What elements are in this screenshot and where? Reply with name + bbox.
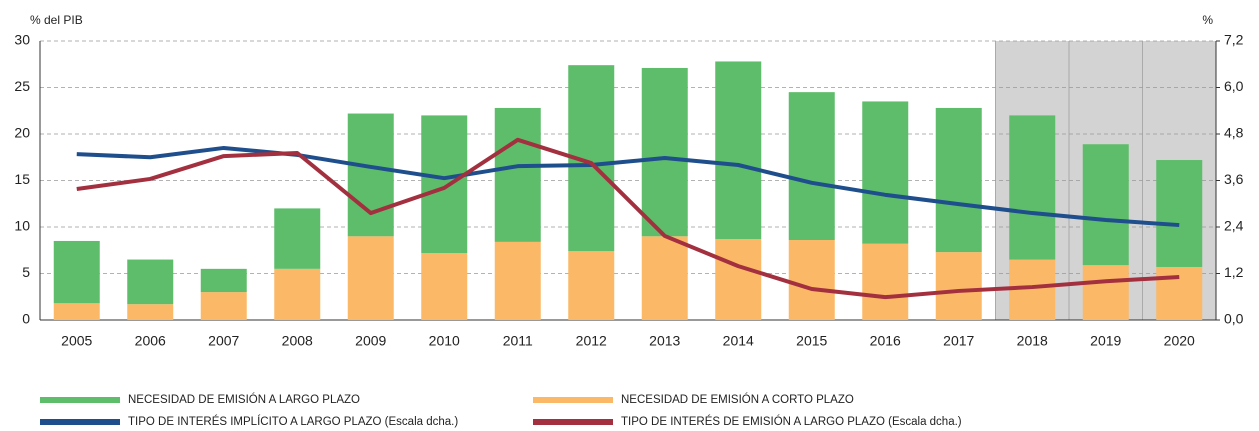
legend-swatch [533,397,613,403]
x-tick-label: 2008 [282,333,313,349]
bar [1082,265,1129,320]
bar [788,92,835,241]
bar [1156,160,1203,267]
legend-label: NECESIDAD DE EMISIÓN A CORTO PLAZO [621,393,854,406]
x-tick-label: 2010 [429,333,460,349]
y-axis-label: % del PIB [30,13,83,27]
bar [347,113,394,237]
x-tick-label: 2007 [208,333,239,349]
y2-tick-label: 4,8 [1224,125,1244,141]
bar [641,236,688,320]
x-tick-label: 2011 [503,333,533,349]
bar [274,208,321,269]
x-tick-label: 2013 [649,333,680,349]
y-tick-label: 0 [22,311,30,327]
y2-tick-label: 0,0 [1224,311,1244,327]
x-tick-label: 2017 [943,333,974,349]
bar [1009,115,1056,260]
y2-tick-label: 1,2 [1224,264,1244,280]
y2-axis-label: % [1202,13,1213,27]
y2-tick-label: 3,6 [1224,171,1244,187]
legend-swatch [533,419,613,425]
x-tick-label: 2012 [576,333,607,349]
y-tick-label: 15 [14,171,30,187]
line [76,137,1180,300]
bar [421,115,468,254]
bar [200,268,247,293]
x-tick-label: 2016 [870,333,901,349]
x-tick-label: 2009 [355,333,386,349]
y-tick-label: 20 [14,125,30,141]
legend-label: NECESIDAD DE EMISIÓN A LARGO PLAZO [128,393,360,406]
bar [347,236,394,320]
x-tick-label: 2018 [1017,333,1048,349]
bar [862,101,909,244]
y2-tick-label: 6,0 [1224,78,1244,94]
bar [641,67,688,237]
bar [1082,144,1129,266]
bar [494,241,541,320]
bar [127,259,174,305]
bar [568,251,615,320]
x-tick-label: 2015 [796,333,827,349]
bar [935,107,982,253]
x-tick-label: 2019 [1090,333,1121,349]
legend-swatch [40,397,120,403]
bar [715,239,762,320]
bar [935,252,982,320]
y-tick-label: 10 [14,218,30,234]
y-tick-label: 30 [14,32,30,48]
legend-swatch [40,419,120,425]
bar [127,304,174,320]
bar [200,292,247,320]
y-tick-label: 25 [14,78,30,94]
legend-label: TIPO DE INTERÉS DE EMISIÓN A LARGO PLAZO… [621,415,962,428]
x-tick-label: 2005 [61,333,92,349]
y-tick-label: 5 [22,264,30,280]
bar [494,107,541,242]
x-tick-label: 2006 [135,333,166,349]
y2-tick-label: 2,4 [1224,218,1244,234]
bar [53,303,100,320]
bar [862,243,909,320]
line [76,145,1180,228]
x-tick-label: 2014 [723,333,754,349]
bar [1156,266,1203,320]
bar [715,61,762,240]
bar [788,240,835,320]
bar [421,253,468,320]
x-tick-label: 2020 [1164,333,1195,349]
bar [274,268,321,320]
bar [53,240,100,304]
y2-tick-label: 7,2 [1224,32,1244,48]
legend-label: TIPO DE INTERÉS IMPLÍCITO A LARGO PLAZO … [128,415,458,428]
